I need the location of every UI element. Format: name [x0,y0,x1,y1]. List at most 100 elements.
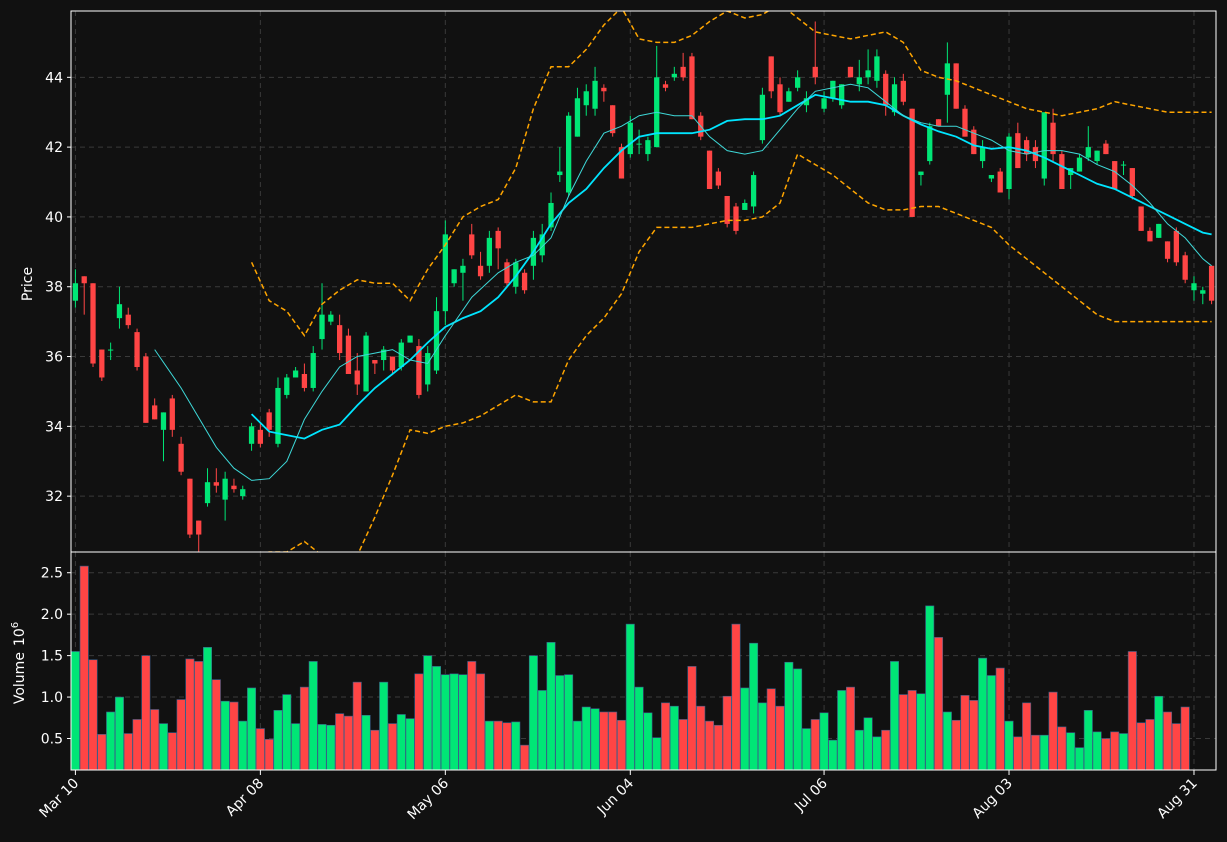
candle-down [962,108,968,137]
candle-down [257,429,264,444]
volume-bar [150,709,160,770]
volume-bar [1057,726,1067,770]
candle-up [988,175,995,179]
volume-bar [211,679,221,770]
volume-bar [423,655,433,770]
volume-tick-label: 1.5 [41,649,63,665]
volume-bar [528,655,538,770]
volume-bar [1119,733,1129,770]
volume-bar [669,705,679,770]
volume-bar [1066,732,1076,770]
volume-bar [273,710,283,770]
candle-up [1156,223,1162,238]
volume-bar [898,694,908,770]
volume-bar [282,694,292,770]
volume-bar [784,661,794,770]
volume-tick-label: 2.5 [41,566,63,582]
candle-down [372,360,378,364]
price-tick-label: 36 [45,350,63,366]
candle-down [1182,255,1188,280]
volume-bar [493,720,503,770]
volume-exponent-base: 10 [12,628,28,646]
volume-bar [114,696,124,770]
volume-exponent-power: 6 [10,622,21,628]
volume-bar [203,647,213,770]
sma-fast-line [154,83,1212,481]
volume-bar [678,719,688,770]
candle-down [99,349,105,378]
candle-down [680,66,686,78]
price-tick-label: 42 [45,140,63,156]
volume-bar [696,705,706,770]
candle-up [1094,150,1100,162]
volume-bar [476,673,486,770]
volume-bar [352,681,362,770]
volume-bar [1136,722,1146,770]
candle-up [821,98,827,109]
volume-bar [546,642,556,770]
volume-bar [661,702,671,770]
volume-bar [1180,706,1190,770]
volume-bar [969,700,979,770]
volume-bar [828,739,838,770]
volume-bar [1083,710,1093,770]
volume-bar [854,729,864,770]
candle-up [803,98,810,106]
candle-down [847,66,854,78]
volume-bar [749,642,759,770]
candle-down [469,234,475,256]
volume-bar [766,688,776,770]
volume-bar [264,739,274,770]
volume-bar [801,728,811,770]
volume-bar [564,674,574,770]
candle-down [1103,143,1109,155]
candle-down [900,80,906,102]
candle-down [231,485,237,490]
price-axis-label: Price [20,267,36,301]
volume-bar [555,675,565,770]
price-tick-label: 38 [45,280,63,296]
candle-up [830,80,836,99]
volume-bar [520,744,530,770]
volume-tick-label: 1.0 [41,690,63,706]
volume-bar [387,723,397,770]
volume-label-text: Volume [12,652,28,704]
candle-down [997,171,1003,193]
volume-bar [960,695,970,770]
volume-bar [916,693,926,770]
candle-down [1050,122,1056,155]
volume-bar [194,661,204,770]
volume-bar [1127,651,1137,770]
volume-bar [810,719,820,770]
candle-down [521,272,528,291]
candle-up [407,335,413,343]
volume-bar [467,661,477,770]
volume-bar [361,714,371,770]
candle-down [1023,140,1030,155]
volume-bar [1171,723,1181,770]
volume-bar [317,724,327,770]
candle-up [442,234,448,312]
candle-down [777,84,783,113]
candle-down [768,56,774,92]
candle-up [548,202,554,228]
volume-bar [608,711,618,770]
candles [72,11,1215,552]
candle-up [750,175,757,207]
volume-bar [1074,747,1084,770]
candle-down [196,520,202,535]
volume-bar [986,675,996,770]
volume-bar [396,714,406,770]
volume-bar [255,728,265,770]
candle-up [627,122,633,155]
volume-bar [502,722,512,770]
volume-bar [740,687,750,770]
candle-down [389,356,396,371]
candle-down [213,482,219,486]
volume-bar [484,720,494,770]
volume-bar [1039,734,1049,770]
volume-bar [863,717,873,770]
volume-bar [757,702,767,770]
price-tick-label: 32 [45,489,63,505]
